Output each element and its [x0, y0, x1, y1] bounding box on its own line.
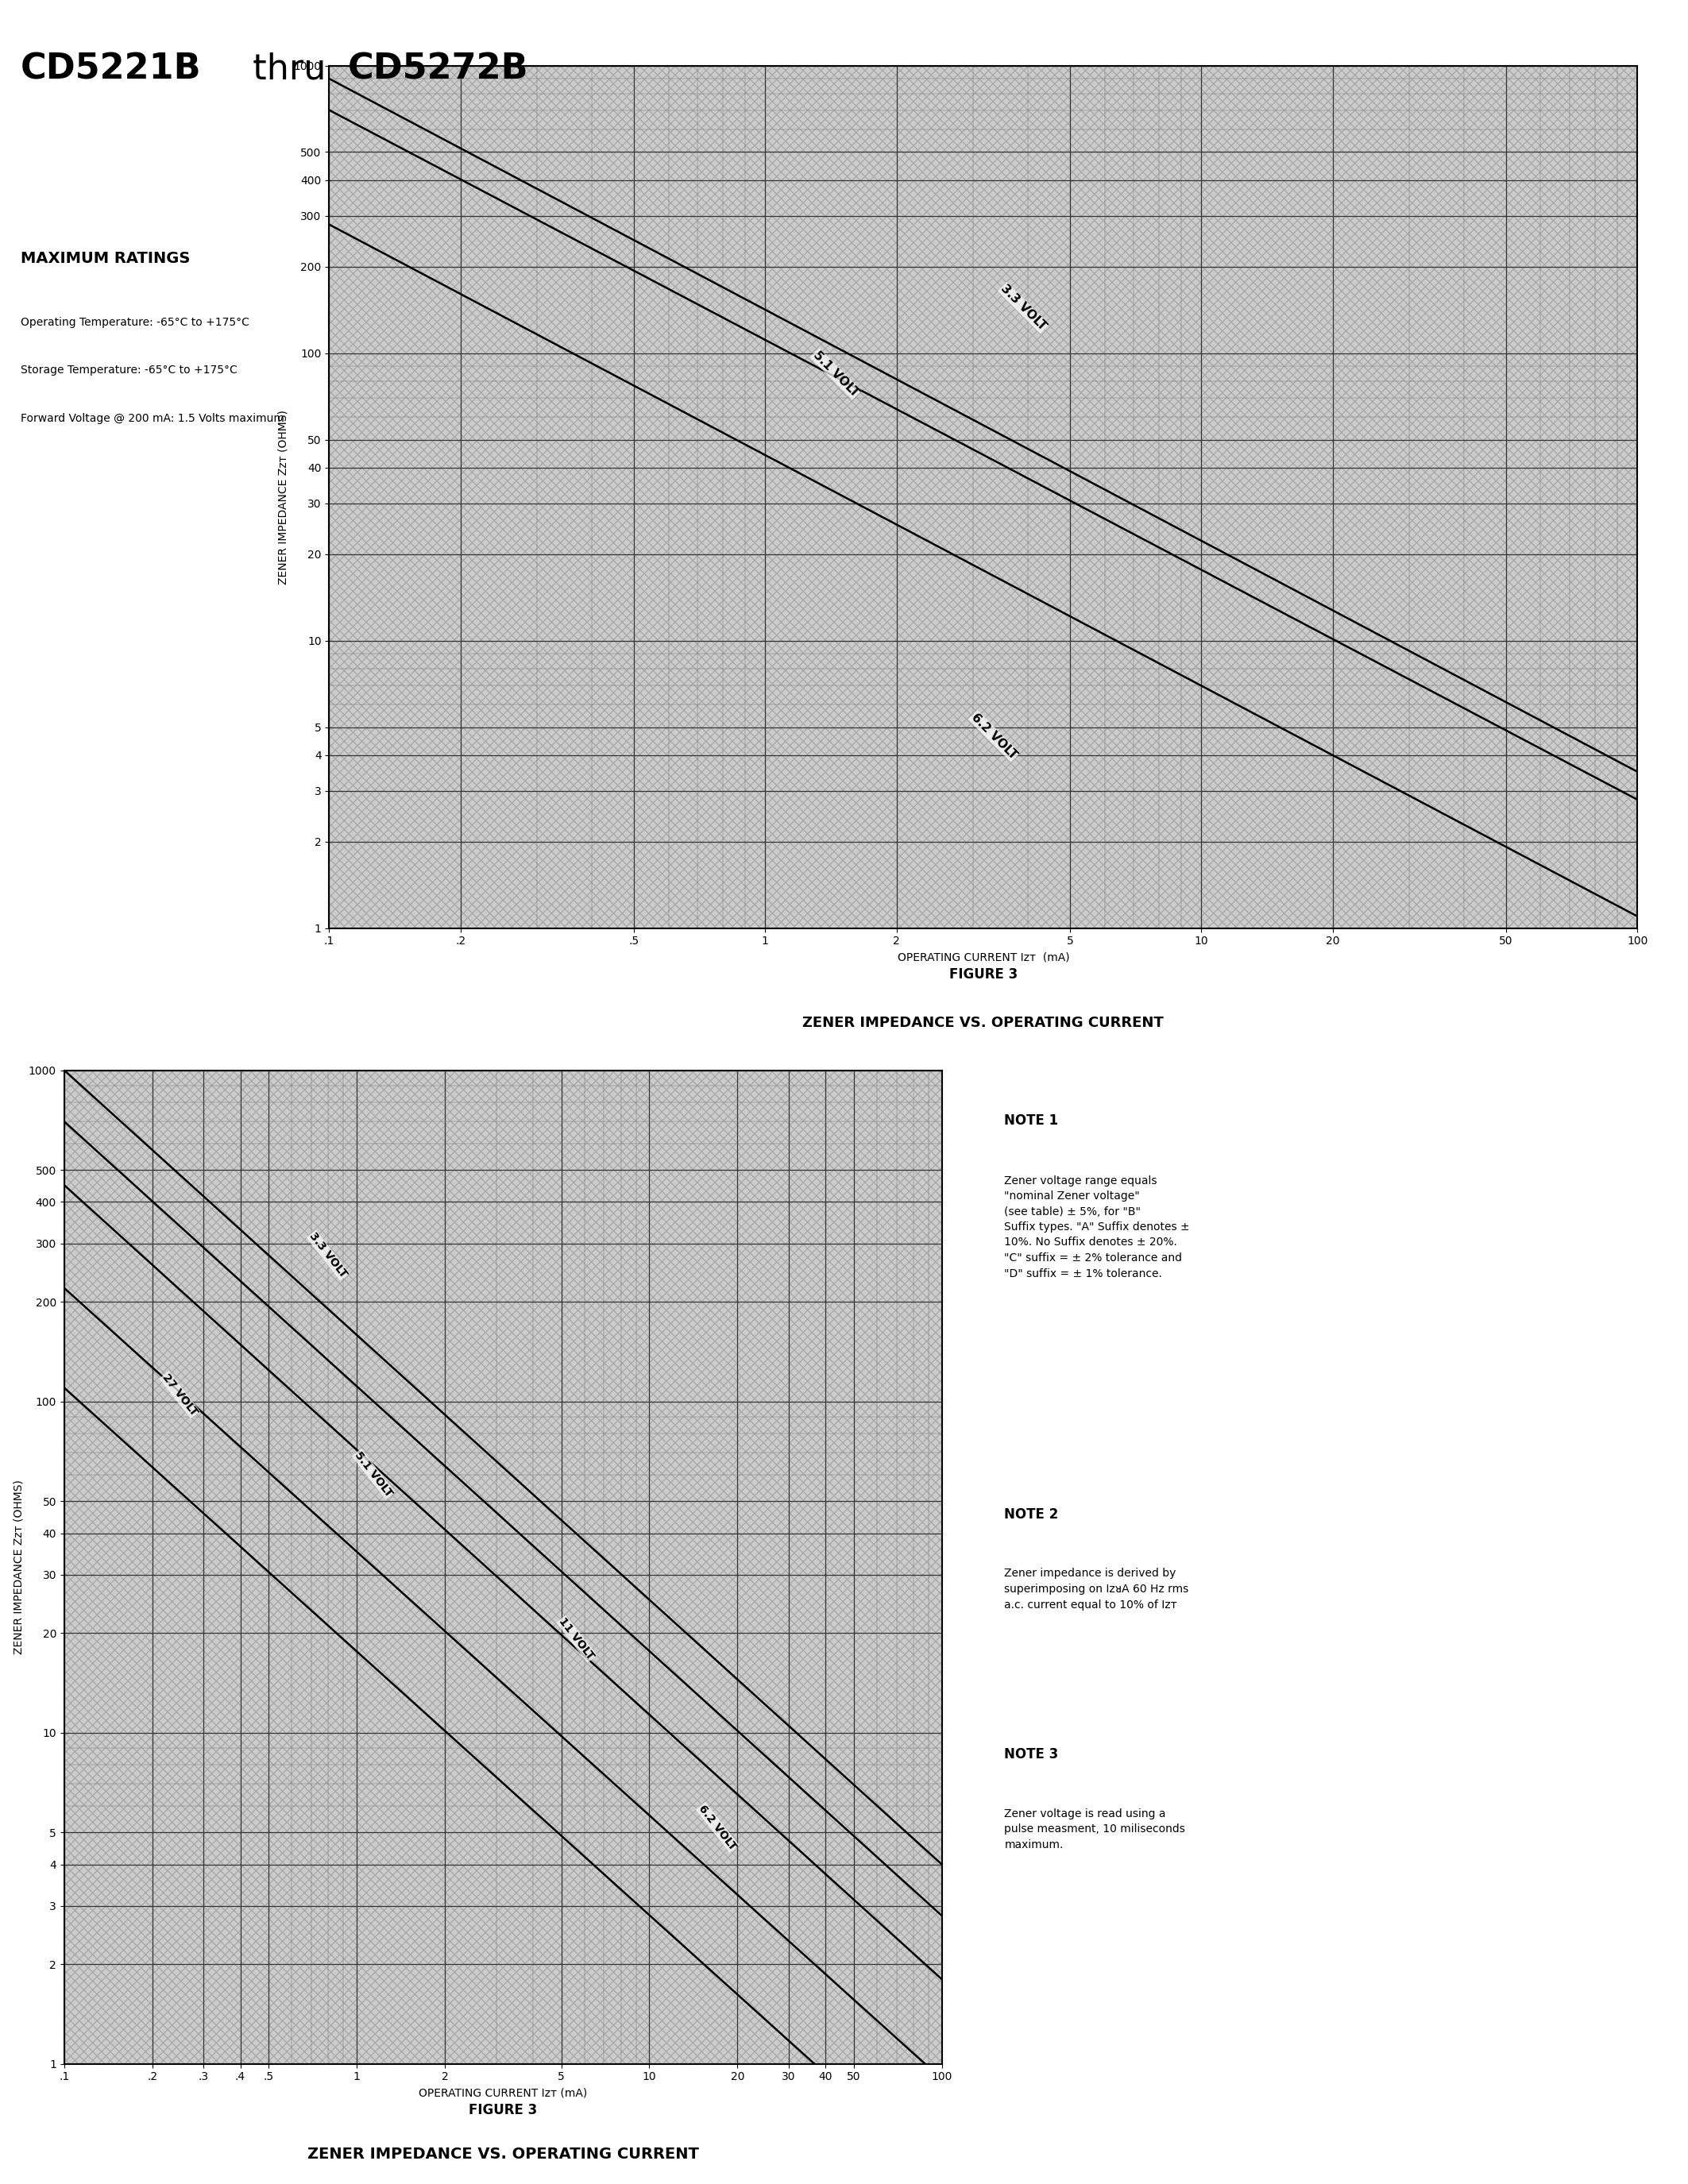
Text: Zener voltage is read using a
pulse measment, 10 miliseconds
maximum.: Zener voltage is read using a pulse meas… [1004, 1808, 1185, 1850]
Text: 27 VOLT: 27 VOLT [160, 1372, 199, 1417]
Y-axis label: ZENER IMPEDANCE Zᴢᴛ (OHMS): ZENER IMPEDANCE Zᴢᴛ (OHMS) [14, 1481, 24, 1653]
Text: Forward Voltage @ 200 mA: 1.5 Volts maximum: Forward Voltage @ 200 mA: 1.5 Volts maxi… [20, 413, 284, 424]
Text: CD5272B: CD5272B [348, 52, 528, 87]
Text: FIGURE 3: FIGURE 3 [949, 968, 1018, 983]
Y-axis label: ZENER IMPEDANCE Zᴢᴛ (OHMS): ZENER IMPEDANCE Zᴢᴛ (OHMS) [279, 411, 289, 583]
Text: Zener impedance is derived by
superimposing on IᴢᴚA 60 Hz rms
a.c. current equal: Zener impedance is derived by superimpos… [1004, 1568, 1188, 1610]
Text: NOTE 1: NOTE 1 [1004, 1114, 1058, 1129]
X-axis label: OPERATING CURRENT Iᴢᴛ  (mA): OPERATING CURRENT Iᴢᴛ (mA) [898, 952, 1069, 963]
Text: NOTE 2: NOTE 2 [1004, 1507, 1058, 1522]
Text: ZENER IMPEDANCE VS. OPERATING CURRENT: ZENER IMPEDANCE VS. OPERATING CURRENT [803, 1016, 1165, 1031]
X-axis label: OPERATING CURRENT Iᴢᴛ (mA): OPERATING CURRENT Iᴢᴛ (mA) [419, 2088, 587, 2099]
Text: ZENER IMPEDANCE VS. OPERATING CURRENT: ZENER IMPEDANCE VS. OPERATING CURRENT [307, 2147, 699, 2162]
Text: Operating Temperature: -65°C to +175°C: Operating Temperature: -65°C to +175°C [20, 317, 248, 328]
Text: thru: thru [241, 52, 338, 87]
Text: Storage Temperature: -65°C to +175°C: Storage Temperature: -65°C to +175°C [20, 365, 236, 376]
Text: 11 VOLT: 11 VOLT [557, 1616, 596, 1662]
Text: CD5221B: CD5221B [20, 52, 201, 87]
Text: 6.2 VOLT: 6.2 VOLT [697, 1802, 739, 1852]
Text: FIGURE 3: FIGURE 3 [469, 2103, 537, 2118]
Text: Zener voltage range equals
"nominal Zener voltage"
(see table) ± 5%, for "B"
Suf: Zener voltage range equals "nominal Zene… [1004, 1175, 1190, 1280]
Text: 3.3 VOLT: 3.3 VOLT [998, 282, 1048, 332]
Text: 6.2 VOLT: 6.2 VOLT [969, 712, 1020, 762]
Text: 3.3 VOLT: 3.3 VOLT [307, 1230, 349, 1280]
Text: 5.1 VOLT: 5.1 VOLT [353, 1450, 395, 1498]
Text: 5.1 VOLT: 5.1 VOLT [810, 349, 861, 400]
Text: MAXIMUM RATINGS: MAXIMUM RATINGS [20, 251, 189, 266]
Text: NOTE 3: NOTE 3 [1004, 1747, 1058, 1762]
